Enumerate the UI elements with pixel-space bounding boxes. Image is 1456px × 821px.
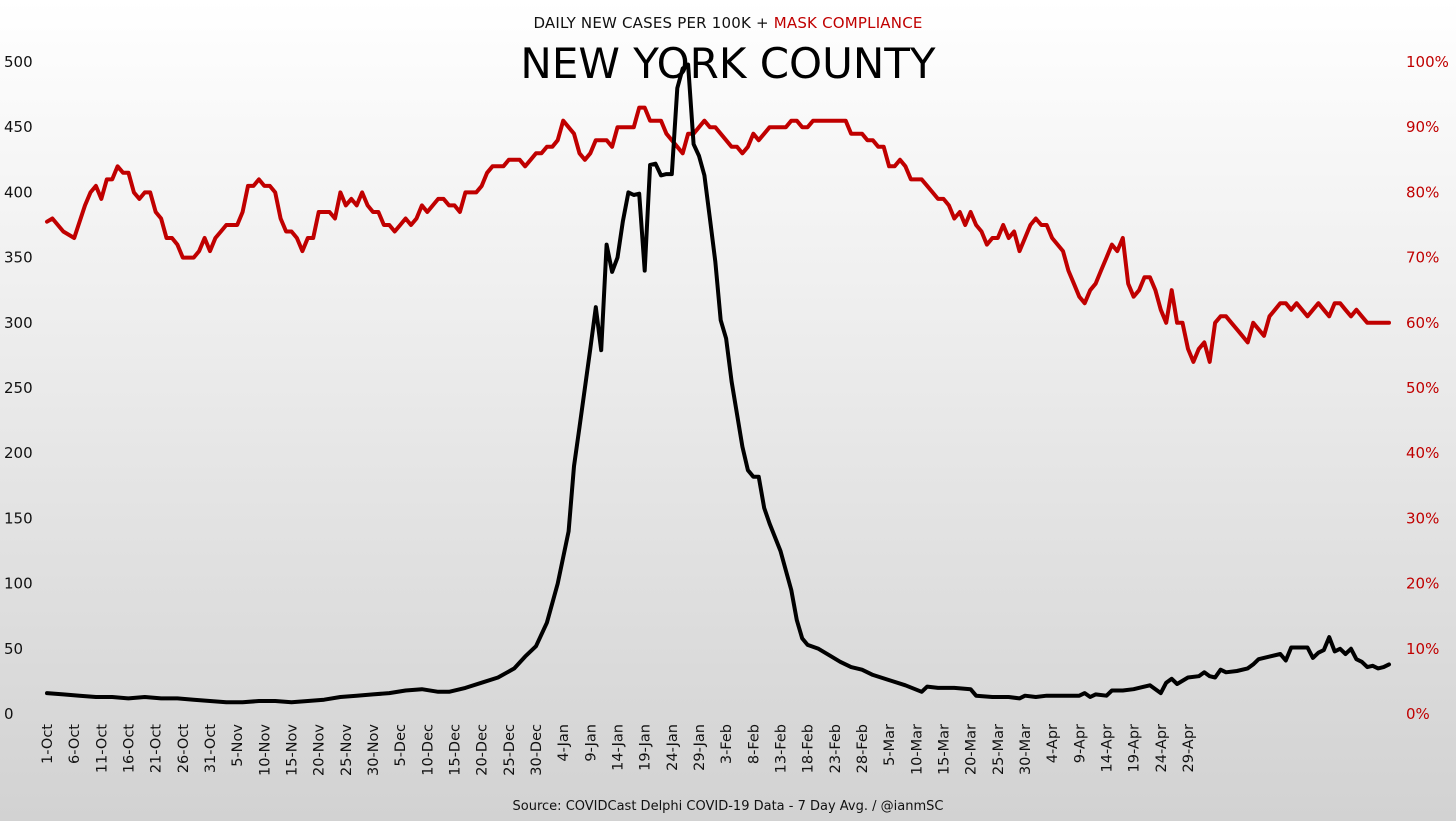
subtitle-mask-label: MASK COMPLIANCE [774,14,923,32]
y-left-tick-label: 0 [4,705,14,723]
chart-source: Source: COVIDCast Delphi COVID-19 Data -… [513,799,944,814]
x-tick-label: 14-Jan [610,724,626,771]
y-left-tick-label: 150 [4,509,33,527]
x-tick-label: 15-Nov [284,724,300,776]
y-axis-right: 0% 10% 20% 30% 40% 50% 60% 70% 80% 90% 100% [1406,53,1449,723]
subtitle-plus: + [751,14,774,32]
x-tick-label: 16-Oct [121,724,137,773]
x-tick-label: 28-Feb [855,724,871,773]
y-left-tick-label: 100 [4,575,33,593]
x-tick-label: 10-Mar [909,724,925,775]
x-tick-label: 20-Dec [475,724,491,776]
x-tick-label: 24-Apr [1154,724,1170,772]
x-tick-label: 8-Feb [746,724,762,764]
x-tick-label: 1-Oct [40,724,56,764]
x-tick-label: 4-Apr [1045,724,1061,763]
y-left-tick-label: 450 [4,118,33,136]
x-tick-label: 30-Nov [366,724,382,776]
x-tick-label: 10-Nov [257,724,273,776]
chart-title: NEW YORK COUNTY [520,39,936,88]
x-tick-label: 26-Oct [176,724,192,773]
y-left-tick-label: 300 [4,314,33,332]
y-left-tick-label: 50 [4,640,23,658]
x-tick-label: 5-Nov [230,724,246,767]
y-left-tick-label: 400 [4,183,33,201]
x-tick-label: 20-Nov [312,724,328,776]
x-tick-label: 24-Jan [665,724,681,771]
x-tick-label: 5-Mar [882,724,898,766]
subtitle-cases-label: DAILY NEW CASES PER 100K [533,14,752,32]
chart-subtitle: DAILY NEW CASES PER 100K + MASK COMPLIAN… [533,14,922,32]
y-right-tick-label: 50% [1406,379,1439,397]
y-left-tick-label: 350 [4,249,33,267]
x-tick-label: 30-Mar [1018,724,1034,775]
x-tick-label: 18-Feb [801,724,817,773]
x-tick-label: 13-Feb [773,724,789,773]
y-right-tick-label: 40% [1406,444,1439,462]
x-tick-label: 14-Apr [1099,724,1115,772]
x-tick-label: 3-Feb [719,724,735,764]
x-tick-label: 21-Oct [149,724,165,773]
x-tick-label: 4-Jan [556,724,572,762]
y-right-tick-label: 30% [1406,509,1439,527]
x-axis: 1-Oct 6-Oct 11-Oct 16-Oct 21-Oct 26-Oct 31-Oct… [40,724,1197,776]
mask-compliance-line [45,105,1391,364]
x-tick-label: 10-Dec [420,724,436,776]
x-tick-label: 29-Apr [1181,724,1197,772]
x-tick-label: 20-Mar [964,724,980,775]
x-tick-label: 25-Dec [502,724,518,776]
y-right-tick-label: 0% [1406,705,1430,723]
x-tick-label: 30-Dec [529,724,545,776]
y-left-tick-label: 500 [4,53,33,71]
y-axis-left: 0 50 100 150 200 250 300 350 400 450 500 [4,53,33,723]
x-tick-label: 29-Jan [692,724,708,771]
y-right-tick-label: 20% [1406,575,1439,593]
daily-cases-line [45,62,1391,705]
x-tick-label: 15-Mar [936,724,952,775]
x-tick-label: 9-Apr [1072,724,1088,763]
y-right-tick-label: 70% [1406,249,1439,267]
x-tick-label: 19-Apr [1127,724,1143,772]
series-layer [45,62,1391,705]
x-tick-label: 9-Jan [583,724,599,762]
y-right-tick-label: 80% [1406,183,1439,201]
y-right-tick-label: 10% [1406,640,1439,658]
x-tick-label: 23-Feb [828,724,844,773]
y-right-tick-label: 90% [1406,118,1439,136]
x-tick-label: 25-Nov [339,724,355,776]
x-tick-label: 19-Jan [638,724,654,771]
y-left-tick-label: 200 [4,444,33,462]
x-tick-label: 5-Dec [393,724,409,767]
x-tick-label: 15-Dec [447,724,463,776]
x-tick-label: 6-Oct [67,724,83,764]
x-tick-label: 25-Mar [991,724,1007,775]
y-right-tick-label: 100% [1406,53,1449,71]
y-right-tick-label: 60% [1406,314,1439,332]
x-tick-label: 11-Oct [94,724,110,773]
x-tick-label: 31-Oct [203,724,219,773]
y-left-tick-label: 250 [4,379,33,397]
